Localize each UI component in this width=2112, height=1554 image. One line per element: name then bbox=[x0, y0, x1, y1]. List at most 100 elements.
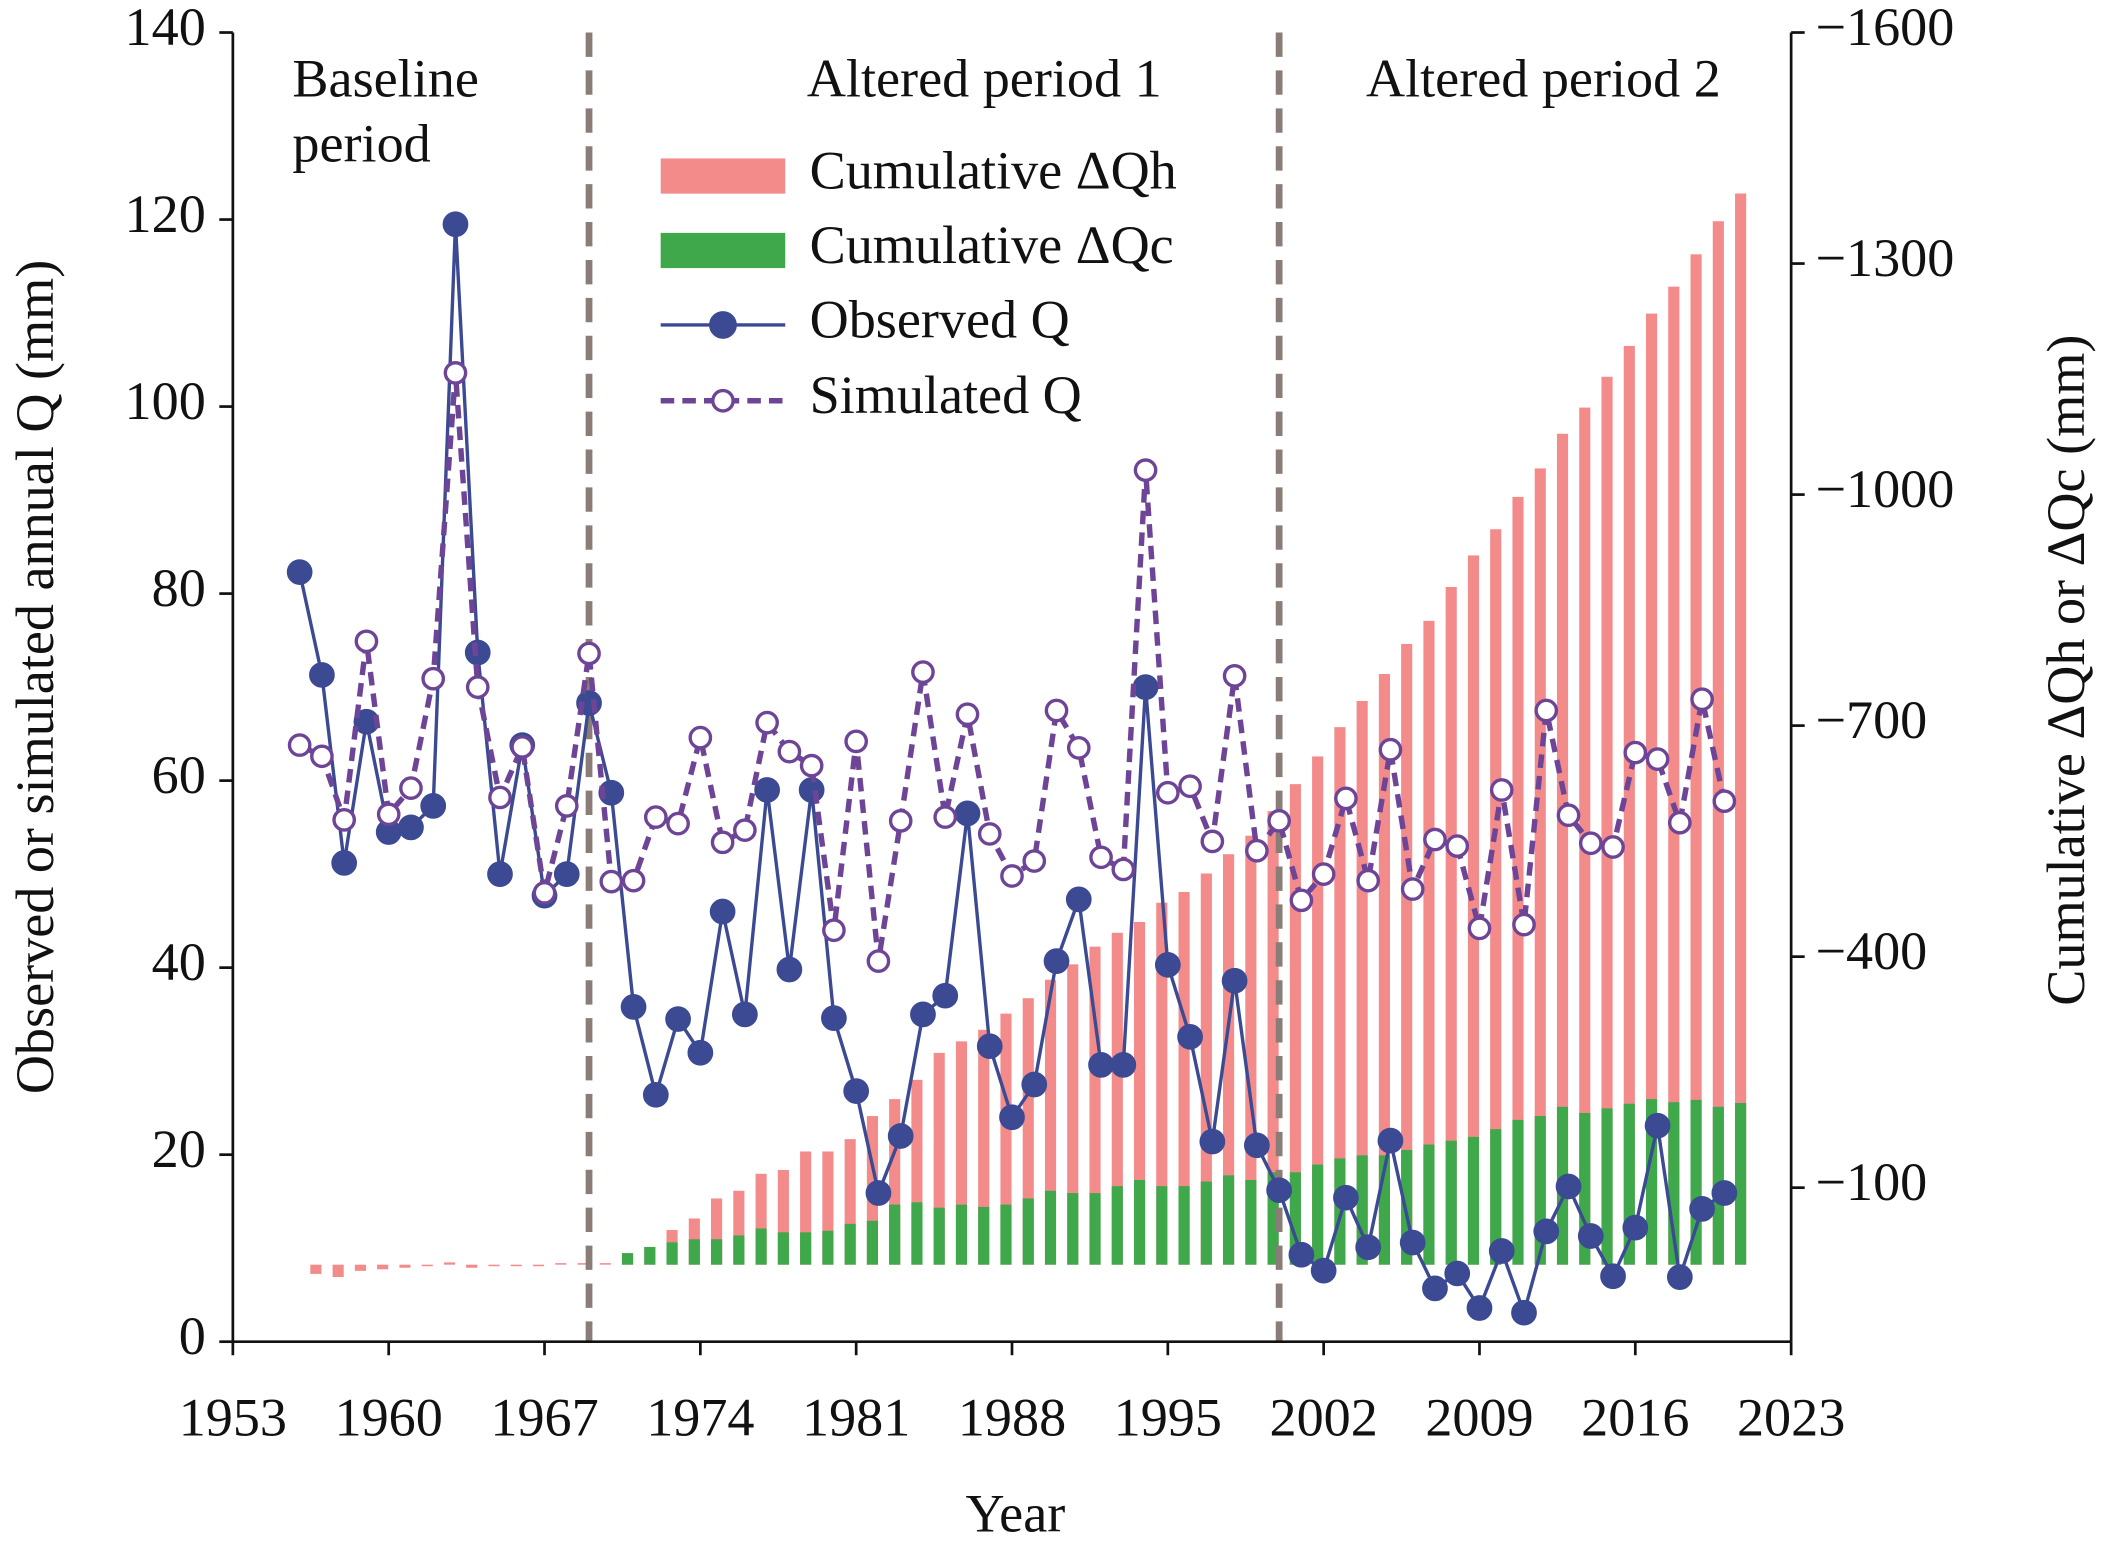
point bbox=[1177, 1023, 1203, 1050]
bar bbox=[1690, 254, 1702, 1265]
point bbox=[776, 956, 803, 983]
bar bbox=[1356, 700, 1368, 1265]
point bbox=[1311, 862, 1336, 886]
point bbox=[977, 822, 1002, 846]
bar bbox=[1378, 674, 1390, 1265]
y-axis-label: Observed or simulated annual Q (mm) bbox=[5, 260, 65, 1094]
period-label: Altered period 1 bbox=[807, 48, 1162, 108]
point bbox=[1132, 674, 1159, 700]
point bbox=[1154, 951, 1181, 978]
point bbox=[399, 776, 423, 800]
bar bbox=[1623, 1103, 1635, 1265]
point bbox=[1623, 740, 1648, 765]
y-tick-label: 140 bbox=[125, 0, 206, 57]
point bbox=[799, 753, 824, 778]
point bbox=[955, 702, 980, 727]
point bbox=[932, 982, 959, 1009]
point bbox=[732, 1001, 758, 1028]
point bbox=[1601, 835, 1625, 859]
point bbox=[487, 861, 513, 887]
point bbox=[865, 1180, 892, 1206]
y-tick-label: 100 bbox=[125, 371, 206, 431]
breaks bbox=[585, 32, 1283, 1342]
point bbox=[510, 735, 535, 759]
point bbox=[465, 675, 490, 699]
point bbox=[1423, 827, 1447, 852]
bar bbox=[1490, 529, 1502, 1265]
point bbox=[1667, 810, 1692, 835]
bar bbox=[1401, 643, 1413, 1265]
period-label: Altered period 2 bbox=[1366, 48, 1721, 108]
bar bbox=[1712, 221, 1724, 1265]
point bbox=[620, 994, 647, 1020]
bar bbox=[978, 1206, 990, 1265]
bar bbox=[1378, 1155, 1390, 1265]
bar bbox=[1601, 1108, 1613, 1265]
period-label: Baseline bbox=[292, 48, 478, 108]
bar bbox=[733, 1190, 745, 1265]
bar bbox=[1178, 891, 1190, 1265]
bar bbox=[1267, 1172, 1279, 1265]
point bbox=[1088, 1052, 1114, 1078]
bar bbox=[955, 1204, 968, 1265]
bar bbox=[1534, 468, 1546, 1265]
bar bbox=[933, 1052, 945, 1265]
lines bbox=[286, 211, 1738, 1326]
point bbox=[1334, 786, 1358, 811]
point bbox=[621, 868, 646, 893]
point bbox=[1711, 1180, 1738, 1206]
bar bbox=[733, 1235, 745, 1265]
y2-tick-label: −1000 bbox=[1816, 459, 1955, 519]
point bbox=[1600, 1263, 1626, 1290]
bar bbox=[911, 1202, 923, 1265]
bar bbox=[1735, 193, 1747, 1265]
point bbox=[1534, 698, 1559, 723]
bar bbox=[399, 1264, 411, 1268]
point bbox=[822, 918, 846, 943]
bar bbox=[1245, 835, 1257, 1265]
point bbox=[1666, 1264, 1693, 1291]
point bbox=[1133, 458, 1158, 483]
point bbox=[1066, 736, 1091, 760]
x-tick-label: 1967 bbox=[490, 1387, 598, 1447]
bar bbox=[1668, 1102, 1680, 1265]
point bbox=[1644, 1112, 1671, 1139]
point bbox=[1512, 912, 1536, 937]
legend-marker bbox=[711, 388, 735, 413]
y-tick-label: 80 bbox=[152, 558, 206, 618]
bar bbox=[1245, 1179, 1257, 1265]
bar bbox=[1089, 946, 1101, 1265]
point bbox=[1444, 1260, 1471, 1287]
x-tick-label: 1988 bbox=[958, 1387, 1066, 1447]
point bbox=[888, 808, 913, 833]
legend-swatch bbox=[660, 232, 786, 269]
legend-swatch bbox=[660, 158, 786, 194]
point bbox=[1712, 789, 1737, 814]
legend-marker bbox=[709, 311, 737, 339]
bar bbox=[1289, 1172, 1301, 1265]
point bbox=[1488, 1238, 1515, 1264]
bar bbox=[1044, 979, 1057, 1265]
point bbox=[1222, 664, 1247, 688]
x-tick-label: 1960 bbox=[335, 1387, 443, 1447]
x-tick-label: 1995 bbox=[1114, 1387, 1222, 1447]
point bbox=[687, 1039, 714, 1066]
point bbox=[999, 1104, 1025, 1131]
point bbox=[443, 361, 468, 385]
point bbox=[911, 660, 935, 684]
point bbox=[1378, 737, 1403, 762]
point bbox=[1400, 877, 1425, 901]
y2-axis-label: Cumulative ΔQh or ΔQc (mm) bbox=[2036, 335, 2096, 1006]
point bbox=[309, 662, 335, 688]
bar bbox=[1289, 784, 1301, 1265]
bar bbox=[332, 1264, 344, 1278]
point bbox=[665, 1006, 691, 1032]
point bbox=[553, 861, 580, 887]
point bbox=[666, 811, 690, 836]
bar bbox=[1490, 1129, 1502, 1265]
point bbox=[709, 898, 736, 925]
y2-tick-label: −1300 bbox=[1816, 228, 1955, 288]
bar bbox=[711, 1198, 723, 1265]
y-tick-label: 60 bbox=[152, 745, 206, 805]
